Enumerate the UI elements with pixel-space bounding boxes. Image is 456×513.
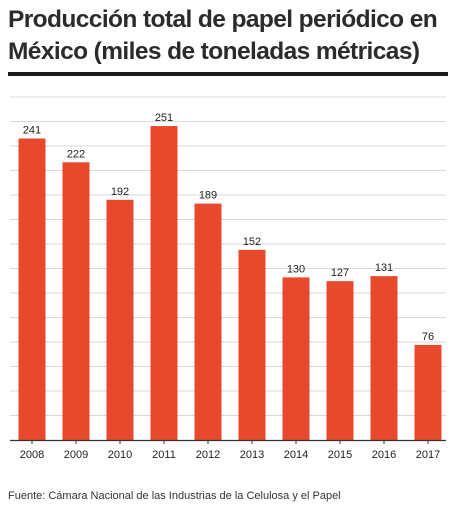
bar-2014 <box>282 277 310 440</box>
bar-2011 <box>150 126 178 440</box>
data-labels: 241 222 192 251 189 152 130 127 131 76 <box>23 112 434 343</box>
data-label-2012: 189 <box>199 190 217 202</box>
x-tick-label-2011: 2011 <box>152 449 176 461</box>
bar-2008 <box>18 138 46 440</box>
x-tick-label-2014: 2014 <box>284 449 308 461</box>
x-tick-label-2017: 2017 <box>416 449 440 461</box>
x-axis: 2008 2009 2010 2011 2012 2013 2014 2015 2016 2017 <box>10 439 446 461</box>
x-tick-label-2015: 2015 <box>328 449 352 461</box>
bar-2016 <box>370 276 398 440</box>
bar-2013 <box>238 249 266 440</box>
bar-2009 <box>62 162 90 440</box>
title-rule <box>8 72 448 76</box>
data-label-2010: 192 <box>111 186 129 198</box>
x-tick-label-2016: 2016 <box>372 449 396 461</box>
bar-2017 <box>414 344 442 440</box>
data-label-2008: 241 <box>23 125 41 137</box>
bar-2012 <box>194 203 222 440</box>
bar-2015 <box>326 281 354 440</box>
source-note: Fuente: Cámara Nacional de las Industria… <box>8 490 341 502</box>
data-label-2014: 130 <box>287 263 305 275</box>
bar-2010 <box>106 199 134 440</box>
x-tick-label-2008: 2008 <box>20 449 44 461</box>
x-tick-label-2012: 2012 <box>196 449 220 461</box>
data-label-2017: 76 <box>422 331 434 343</box>
data-label-2009: 222 <box>67 148 85 160</box>
x-tick-label-2010: 2010 <box>108 449 132 461</box>
x-tick-label-2013: 2013 <box>240 449 264 461</box>
x-tick-label-2009: 2009 <box>64 449 88 461</box>
data-label-2013: 152 <box>243 236 261 248</box>
chart-title: Producción total de papel periódico en M… <box>8 6 438 65</box>
data-label-2011: 251 <box>155 112 173 124</box>
bars <box>18 126 442 440</box>
data-label-2016: 131 <box>375 262 393 274</box>
data-label-2015: 127 <box>331 267 349 279</box>
